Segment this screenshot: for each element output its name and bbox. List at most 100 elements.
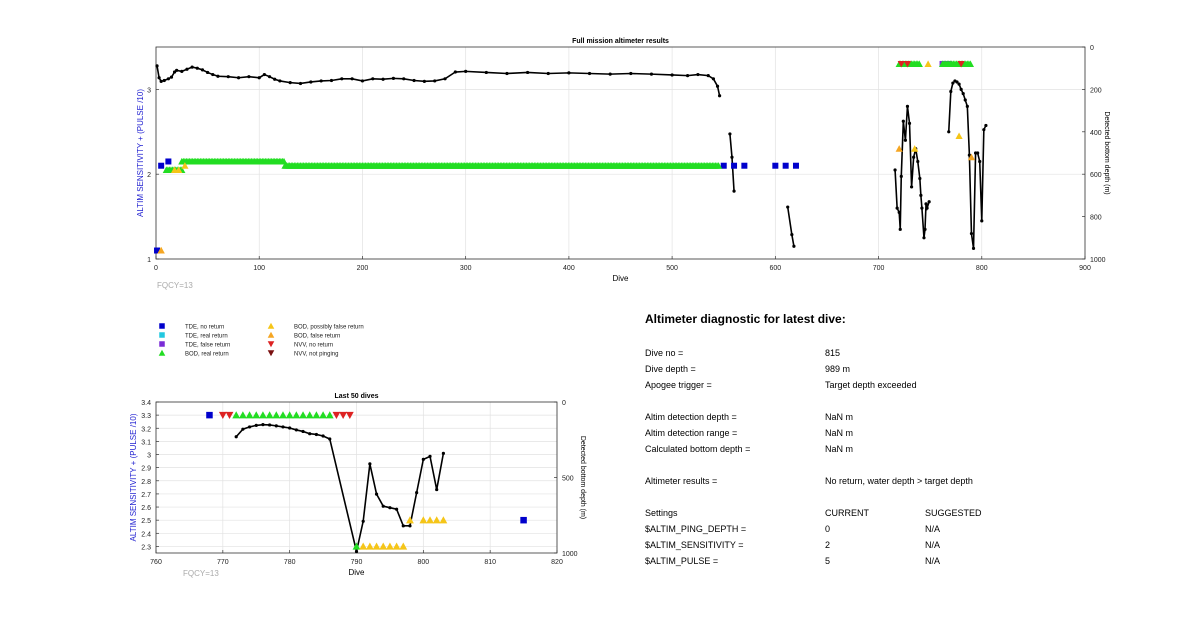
depth-point: [234, 435, 238, 439]
depth-point: [169, 75, 174, 79]
marker-bod-real-return: [352, 542, 361, 550]
depth-point: [971, 246, 976, 250]
depth-point: [247, 425, 252, 429]
depth-point: [927, 200, 931, 204]
marker-bod-possibly-false-return: [365, 542, 374, 550]
depth-point: [350, 77, 354, 81]
marker-bod-possibly-false-return: [432, 516, 441, 524]
marker-bod-real-return: [238, 411, 247, 419]
marker-bod-possibly-false-return: [181, 162, 189, 169]
marker-bod-possibly-false-return: [372, 542, 381, 550]
marker-nvv-no-return: [225, 411, 234, 420]
marker-bod-possibly-false-return: [426, 516, 434, 524]
depth-point: [301, 429, 305, 434]
depth-point: [278, 79, 282, 83]
depth-point: [916, 159, 920, 164]
x-axis-label: Dive: [348, 568, 365, 577]
diagnostic-label: Dive depth =: [645, 364, 696, 374]
depth-point: [629, 71, 633, 76]
x-tick-label: 500: [666, 265, 678, 272]
depth-point: [180, 69, 184, 73]
marker-bod-possibly-false-return: [955, 132, 963, 140]
marker-bod-false-return: [967, 153, 976, 161]
y2-axis-label: Detected bottom depth (m): [1103, 111, 1110, 194]
depth-point: [922, 236, 926, 240]
y-tick-label: 1: [147, 257, 151, 264]
diagnostic-label: Altim detection depth =: [645, 412, 737, 422]
chart-title: Last 50 dives: [335, 393, 379, 400]
depth-point: [319, 79, 323, 83]
settings-label: $ALTIM_PING_DEPTH =: [645, 524, 747, 534]
depth-point: [288, 426, 292, 430]
depth-point: [963, 98, 967, 102]
depth-point: [267, 75, 272, 79]
depth-point: [381, 77, 385, 81]
legend-label: BOD, real return: [185, 352, 229, 358]
depth-point: [415, 491, 419, 495]
depth-point: [195, 66, 199, 70]
depth-point: [947, 130, 951, 134]
diagnostic-label: Altim detection range =: [645, 428, 738, 438]
marker-tde-no-return: [520, 516, 527, 524]
diagnostic-value: 989 m: [825, 364, 851, 374]
diagnostic-value: NaN m: [825, 444, 854, 454]
y-tick-label: 3.1: [141, 439, 151, 446]
diagnostic-label: Calculated bottom depth =: [645, 444, 751, 454]
y-axis-label: ALTIM SENSITIVITY + (PULSE /10): [136, 89, 145, 217]
depth-point: [247, 75, 251, 79]
depth-point: [435, 487, 439, 492]
y2-tick-label: 400: [1090, 130, 1102, 137]
marker-bod-real-return: [259, 411, 267, 419]
y-tick-label: 3.4: [141, 400, 151, 407]
marker-bod-real-return: [325, 411, 334, 419]
x-tick-label: 900: [1079, 265, 1091, 272]
y2-tick-label: 600: [1090, 172, 1102, 179]
depth-point: [428, 454, 432, 458]
x-tick-label: 780: [284, 559, 296, 566]
legend-label: BOD, possibly false return: [294, 325, 364, 331]
depth-point: [321, 434, 325, 438]
legend-label: TDE, no return: [185, 325, 224, 331]
marker-bod-possibly-false-return: [175, 166, 183, 173]
x-tick-label: 800: [976, 265, 988, 272]
depth-point: [402, 77, 406, 81]
depth-point: [711, 77, 716, 81]
depth-point: [159, 79, 163, 83]
depth-point: [388, 506, 392, 510]
y-tick-label: 3: [147, 87, 151, 94]
x-tick-label: 400: [563, 265, 575, 272]
marker-bod-real-return: [305, 411, 314, 419]
y-tick-label: 2.5: [141, 518, 151, 525]
x-tick-label: 600: [769, 265, 781, 272]
marker-bod-real-return: [312, 411, 321, 419]
depth-point: [907, 121, 912, 125]
marker-tde-no-return: [782, 162, 789, 169]
fqcy-note: FQCY=13: [157, 281, 193, 290]
depth-point: [211, 72, 215, 77]
depth-point: [274, 424, 278, 428]
marker-bod-real-return: [292, 411, 301, 419]
depth-point: [166, 77, 170, 81]
diagnostic-value: No return, water depth > target depth: [825, 476, 973, 486]
marker-bod-real-return: [245, 411, 254, 419]
legend-marker: [159, 341, 165, 347]
depth-point: [464, 69, 468, 73]
depth-point: [422, 79, 426, 83]
depth-point: [717, 94, 722, 98]
x-tick-label: 790: [351, 559, 363, 566]
depth-point: [340, 77, 344, 81]
depth-point: [443, 77, 447, 81]
depth-point: [982, 128, 986, 132]
depth-point: [949, 89, 953, 94]
legend-marker: [267, 350, 275, 357]
marker-bod-real-return: [285, 411, 294, 419]
legend-label: TDE, real return: [185, 334, 228, 340]
marker-tde-no-return: [154, 247, 161, 254]
depth-point: [241, 427, 245, 431]
y-tick-label: 2: [147, 172, 151, 179]
depth-point: [408, 524, 412, 528]
marker-bod-possibly-false-return: [379, 542, 388, 550]
depth-point: [226, 75, 230, 79]
depth-point: [381, 504, 385, 508]
marker-bod-real-return: [714, 162, 723, 169]
